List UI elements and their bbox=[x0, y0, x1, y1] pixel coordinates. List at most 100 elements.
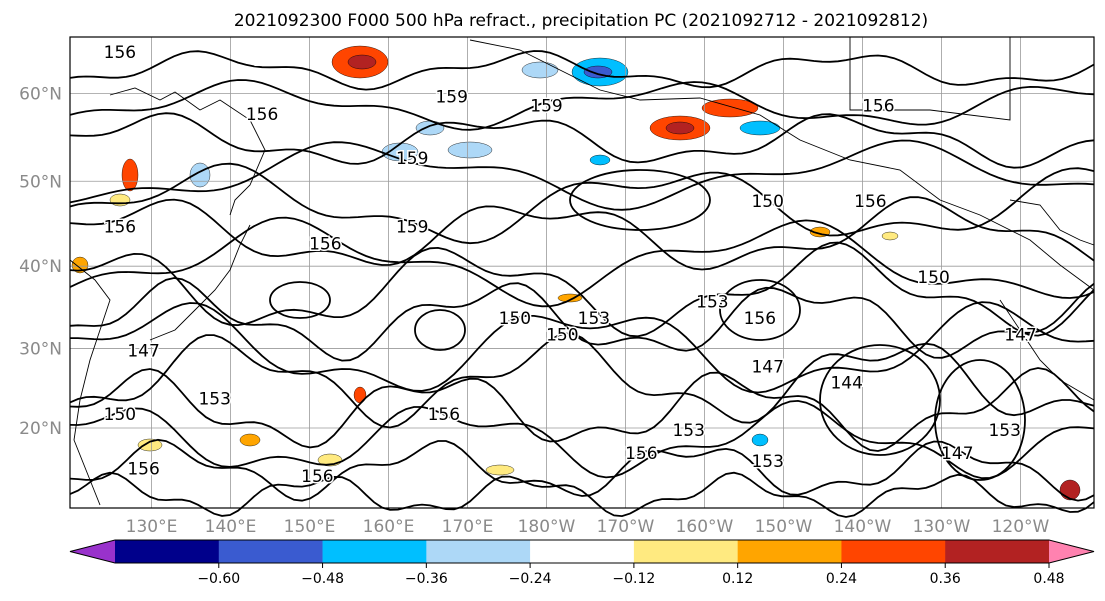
contour-ring bbox=[934, 359, 1026, 481]
contour-value-label: 150 bbox=[751, 192, 783, 212]
contour-value-label: 159 bbox=[435, 87, 467, 107]
colorbar-segment bbox=[426, 540, 531, 563]
colorbar-extend-max bbox=[1049, 540, 1094, 563]
colorbar-segment bbox=[633, 540, 738, 563]
colorbar-tick-label: 0.12 bbox=[722, 571, 753, 587]
contour-line bbox=[69, 50, 1095, 91]
contour-line bbox=[69, 332, 1095, 429]
contour-value-label: 156 bbox=[854, 192, 886, 212]
coastline bbox=[849, 37, 1011, 121]
precip-anomaly-patch bbox=[447, 141, 493, 159]
contour-value-label: 150 bbox=[104, 405, 136, 425]
precip-anomaly-patch bbox=[347, 54, 377, 70]
coastline bbox=[109, 87, 266, 216]
map-frame bbox=[69, 36, 1095, 509]
contour-value-label: 156 bbox=[625, 444, 657, 464]
contour-line bbox=[69, 241, 1095, 338]
contour-value-label: 153 bbox=[672, 421, 704, 441]
contour-line bbox=[69, 112, 1095, 169]
precip-shading-layer bbox=[71, 45, 1081, 501]
coastline bbox=[69, 259, 111, 506]
contour-ring bbox=[719, 279, 801, 341]
latitude-tick-labels: 60°N 50°N 40°N 30°N 20°N bbox=[19, 85, 62, 439]
contour-value-label: 156 bbox=[127, 459, 159, 479]
contour-labels: 156 156 159 159 156 159 156 156 159 150 156 150 153 1… bbox=[102, 41, 1038, 488]
lon-tick-label: 160°W bbox=[676, 517, 734, 537]
contour-line bbox=[69, 438, 1095, 502]
precip-anomaly-patch bbox=[665, 121, 695, 135]
contour-value-label: 156 bbox=[862, 96, 894, 116]
precip-anomaly-patch bbox=[71, 256, 89, 274]
colorbar-segment bbox=[945, 540, 1050, 563]
colorbar-tick-label: 0.36 bbox=[930, 571, 961, 587]
lat-tick-label: 60°N bbox=[19, 85, 62, 105]
contour-line bbox=[69, 79, 1095, 131]
colorbar-segment bbox=[322, 540, 427, 563]
contour-value-label: 153 bbox=[751, 452, 783, 472]
colorbar-segment bbox=[530, 540, 635, 563]
colorbar-tick-label: −0.24 bbox=[509, 571, 552, 587]
precip-anomaly-patch bbox=[1059, 479, 1081, 501]
coastline bbox=[149, 224, 251, 341]
colorbar-tick-label: 0.48 bbox=[1033, 571, 1064, 587]
colorbar-segment bbox=[841, 540, 946, 563]
lon-tick-label: 170°E bbox=[442, 517, 494, 537]
contour-value-label: 147 bbox=[941, 444, 973, 464]
precip-anomaly-patch bbox=[521, 61, 559, 79]
lon-tick-label: 150°W bbox=[755, 517, 813, 537]
contour-value-label: 153 bbox=[988, 421, 1020, 441]
contour-value-label: 150 bbox=[499, 309, 531, 329]
contour-value-label: 147 bbox=[751, 358, 783, 378]
map-panel: 156 156 159 159 156 159 156 156 159 150 156 150 153 1… bbox=[69, 36, 1095, 518]
contour-value-label: 144 bbox=[830, 374, 862, 394]
contour-value-label: 156 bbox=[301, 467, 333, 487]
precip-anomaly-patch bbox=[589, 154, 611, 166]
contour-value-label: 153 bbox=[198, 389, 230, 409]
lat-tick-label: 40°N bbox=[19, 257, 62, 277]
lat-tick-label: 30°N bbox=[19, 339, 62, 359]
colorbar-tick-label: −0.36 bbox=[405, 571, 448, 587]
precip-anomaly-patch bbox=[137, 438, 163, 452]
contour-value-label: 156 bbox=[246, 105, 278, 125]
colorbar-tick-label: 0.24 bbox=[826, 571, 857, 587]
colorbar-segment bbox=[737, 540, 842, 563]
lat-tick-label: 50°N bbox=[19, 172, 62, 192]
colorbar-tick-label: −0.12 bbox=[612, 571, 655, 587]
contour-line bbox=[69, 216, 1095, 308]
colorbar-segment bbox=[218, 540, 323, 563]
contour-ring bbox=[569, 169, 711, 231]
colorbar-extend-min bbox=[70, 540, 115, 563]
contour-value-label: 159 bbox=[396, 149, 428, 169]
contour-value-label: 156 bbox=[104, 43, 136, 63]
contour-value-label: 156 bbox=[104, 218, 136, 238]
longitude-tick-labels: 130°E 140°E 150°E 160°E 170°E 180°W 170°W 160°W… bbox=[126, 517, 1050, 537]
contour-value-label: 147 bbox=[1004, 325, 1036, 345]
contour-value-label: 159 bbox=[530, 96, 562, 116]
contour-value-label: 150 bbox=[546, 325, 578, 345]
contour-value-label: 159 bbox=[396, 218, 428, 238]
map-background bbox=[70, 37, 1094, 508]
contour-value-label: 156 bbox=[309, 234, 341, 254]
precip-anomaly-patch bbox=[485, 464, 515, 476]
contour-value-label: 153 bbox=[696, 293, 728, 313]
lat-tick-label: 20°N bbox=[19, 419, 62, 439]
colorbar-tick-label: −0.60 bbox=[197, 571, 240, 587]
map-title: 2021092300 F000 500 hPa refract., precip… bbox=[234, 11, 928, 31]
colorbar: −0.60 −0.48 −0.36 −0.24 −0.12 0.12 0.24 0.36 0.4… bbox=[69, 539, 1095, 587]
contour-ring bbox=[414, 309, 466, 351]
coastline bbox=[1009, 199, 1095, 246]
precip-anomaly-patch bbox=[109, 193, 131, 207]
contour-value-label: 156 bbox=[744, 309, 776, 329]
lon-tick-label: 140°W bbox=[834, 517, 892, 537]
colorbar-segment bbox=[115, 540, 220, 563]
lon-tick-label: 180°W bbox=[518, 517, 576, 537]
precip-anomaly-patch bbox=[239, 433, 261, 447]
lon-tick-label: 160°E bbox=[363, 517, 415, 537]
colorbar-outline bbox=[69, 539, 1095, 564]
lon-tick-label: 150°E bbox=[284, 517, 336, 537]
lon-tick-label: 130°E bbox=[126, 517, 178, 537]
contour-line bbox=[69, 277, 1095, 362]
contour-ring bbox=[269, 281, 331, 319]
lon-tick-label: 170°W bbox=[597, 517, 655, 537]
